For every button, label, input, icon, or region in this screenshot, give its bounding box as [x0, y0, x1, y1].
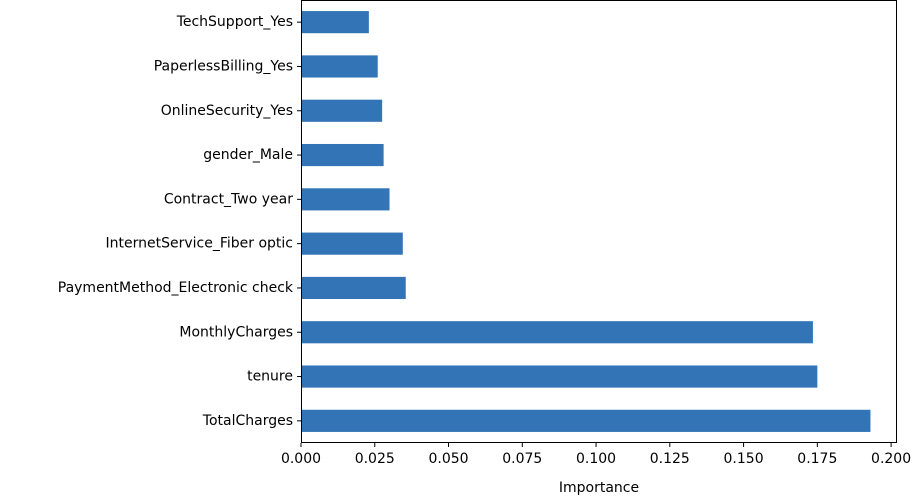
- bar: [301, 232, 403, 255]
- bar: [301, 143, 384, 167]
- bar: [301, 11, 369, 34]
- y-tick-label: TechSupport_Yes: [176, 14, 293, 30]
- x-tick-label: 0.100: [576, 451, 616, 467]
- bar: [301, 365, 818, 388]
- bar: [301, 321, 813, 344]
- bar: [301, 55, 378, 78]
- x-axis-ticks: 0.000 0.025 0.050 0.075 0.100 0.125 0.150 0.175…: [281, 443, 911, 467]
- y-tick-label: PaperlessBilling_Yes: [154, 58, 293, 74]
- x-tick-label: 0.025: [355, 451, 395, 467]
- bar: [301, 276, 406, 300]
- bar: [301, 99, 383, 122]
- x-axis-title: Importance: [559, 480, 639, 496]
- y-tick-label: InternetService_Fiber optic: [106, 236, 294, 252]
- y-tick-label: Contract_Two year: [164, 191, 293, 207]
- y-tick-label: PaymentMethod_Electronic check: [58, 280, 294, 296]
- x-tick-label: 0.050: [428, 451, 468, 467]
- x-tick-label: 0.000: [281, 451, 321, 467]
- x-tick-label: 0.150: [724, 451, 764, 467]
- y-tick-label: OnlineSecurity_Yes: [161, 103, 293, 119]
- y-tick-label: tenure: [247, 369, 293, 385]
- x-tick-label: 0.075: [502, 451, 542, 467]
- plot-frame: [301, 0, 897, 443]
- y-tick-label: MonthlyCharges: [179, 324, 293, 340]
- x-tick-label: 0.125: [650, 451, 690, 467]
- y-tick-label: TotalCharges: [202, 413, 293, 429]
- x-tick-label: 0.175: [797, 451, 837, 467]
- y-tick-label: gender_Male: [203, 147, 293, 163]
- y-axis-ticks: TotalCharges tenure MonthlyCharges PaymentM…: [58, 14, 301, 429]
- bar: [301, 188, 390, 211]
- bars-group: [301, 11, 871, 432]
- bar: [301, 409, 871, 432]
- x-tick-label: 0.200: [871, 451, 911, 467]
